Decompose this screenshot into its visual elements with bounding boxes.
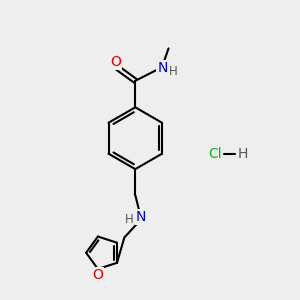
Text: N: N: [136, 210, 146, 224]
Text: O: O: [92, 268, 103, 283]
Text: H: H: [124, 213, 133, 226]
Text: O: O: [110, 55, 121, 69]
Text: H: H: [169, 65, 177, 79]
Text: Cl: Cl: [208, 147, 222, 161]
Text: N: N: [158, 61, 168, 75]
Text: H: H: [238, 147, 248, 161]
